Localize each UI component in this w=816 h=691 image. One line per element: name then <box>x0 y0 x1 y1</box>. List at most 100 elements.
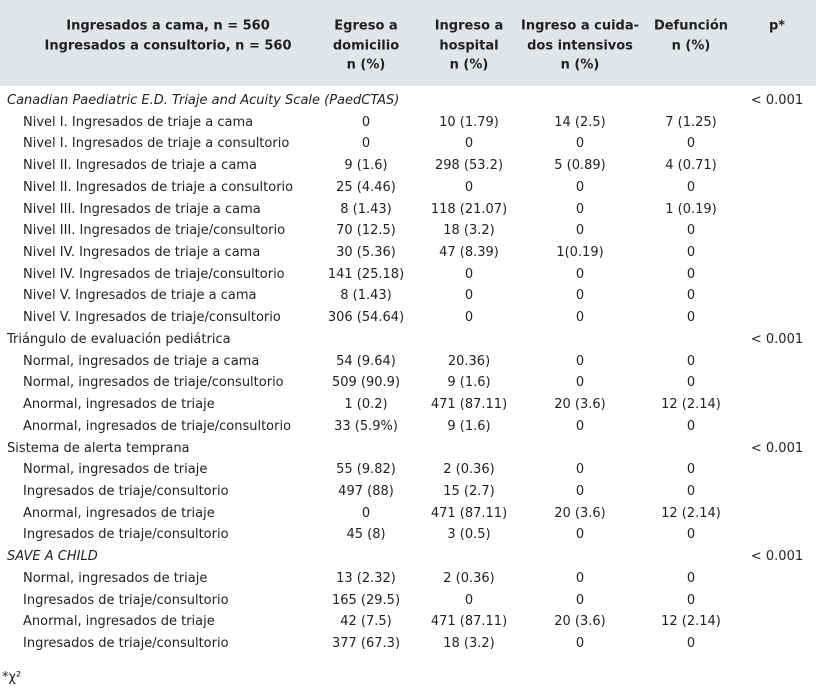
row-label: Ingresados de triaje/consultorio <box>23 483 229 499</box>
cell-value: 0 <box>361 114 371 130</box>
cell-value: 0 <box>575 201 585 217</box>
cell-value: 0 <box>575 288 585 304</box>
cell-value: 306 (54.64) <box>327 310 405 326</box>
cell-value: 0 <box>464 310 474 326</box>
cell-value: 0 <box>686 570 696 586</box>
cell-value: 165 (29.5) <box>331 592 401 608</box>
row-label: Nivel IV. Ingresados de triaje/consultor… <box>23 266 285 282</box>
cell-value: 7 (1.25) <box>665 114 717 130</box>
cell-value: 0 <box>686 636 696 651</box>
cell-value: 377 (67.3) <box>331 636 401 651</box>
cell-value: 0 <box>575 418 585 434</box>
cell-value: 30 (5.36) <box>336 245 396 261</box>
header-text: domicilio <box>332 37 400 53</box>
cell-value: 0 <box>686 483 696 499</box>
cell-value: 471 (87.11) <box>430 505 508 521</box>
cell-value: 55 (9.82) <box>336 462 396 478</box>
cell-value: 54 (9.64) <box>336 353 396 369</box>
cell-value: 10 (1.79) <box>439 114 499 130</box>
cell-value: 0 <box>575 375 585 391</box>
row-label: Anormal, ingresados de triaje <box>23 505 215 521</box>
row-label: Normal, ingresados de triaje a cama <box>23 353 260 369</box>
row-label: Normal, ingresados de triaje <box>23 570 208 586</box>
cell-value: 0 <box>575 483 585 499</box>
row-label: Nivel I. Ingresados de triaje a consulto… <box>23 136 290 152</box>
header-text: n (%) <box>560 57 600 73</box>
row-label: Nivel II. Ingresados de triaje a consult… <box>23 179 294 195</box>
p-value: < 0.001 <box>750 331 804 347</box>
cell-value: 20 (3.6) <box>554 505 606 521</box>
cell-value: 0 <box>686 179 696 195</box>
row-label: Normal, ingresados de triaje <box>23 462 208 478</box>
row-label: Nivel IV. Ingresados de triaje a cama <box>23 245 261 261</box>
cell-value: 0 <box>575 636 585 651</box>
row-label: Nivel V. Ingresados de triaje/consultori… <box>23 310 281 326</box>
p-value: < 0.001 <box>750 93 804 108</box>
row-label: Nivel V. Ingresados de triaje a cama <box>23 288 257 304</box>
cell-value: 0 <box>686 310 696 326</box>
cell-value: 0 <box>361 505 371 521</box>
cell-value: 471 (87.11) <box>430 614 508 630</box>
cell-value: 15 (2.7) <box>443 483 495 499</box>
cell-value: 12 (2.14) <box>661 397 721 413</box>
cell-value: 118 (21.07) <box>430 201 508 217</box>
cell-value: 0 <box>464 288 474 304</box>
row-label: Ingresados de triaje/consultorio <box>23 636 229 651</box>
cell-value: 2 (0.36) <box>443 570 495 586</box>
cell-value: 0 <box>575 570 585 586</box>
row-label: Ingresados de triaje/consultorio <box>23 592 229 608</box>
row-label: Normal, ingresados de triaje/consultorio <box>23 375 284 391</box>
cell-value: 0 <box>686 527 696 543</box>
header-text: n (%) <box>671 37 711 53</box>
cell-value: 0 <box>686 592 696 608</box>
row-label: Nivel I. Ingresados de triaje a cama <box>23 114 254 130</box>
cell-value: 0 <box>686 462 696 478</box>
group-label: Canadian Paediatric E.D. Triaje and Acui… <box>7 93 400 108</box>
header-text: Ingresados a cama, n = 560 <box>66 18 270 34</box>
header-text: Defunción <box>653 18 729 34</box>
footnote: *χ² <box>2 670 22 685</box>
cell-value: 70 (12.5) <box>336 223 396 239</box>
cell-value: 20 (3.6) <box>554 397 606 413</box>
cell-value: 0 <box>686 353 696 369</box>
cell-value: 1 (0.2) <box>344 397 388 413</box>
row-label: Anormal, ingresados de triaje/consultori… <box>23 418 292 434</box>
group-label: Triángulo de evaluación pediátrica <box>7 331 231 347</box>
cell-value: 9 (1.6) <box>447 375 491 391</box>
cell-value: 8 (1.43) <box>340 201 392 217</box>
cell-value: 0 <box>361 136 371 152</box>
cell-value: 45 (8) <box>346 527 386 543</box>
row-label: Nivel III. Ingresados de triaje/consulto… <box>23 223 286 239</box>
cell-value: 0 <box>575 310 585 326</box>
header-text: n (%) <box>346 57 386 73</box>
cell-value: 4 (0.71) <box>665 158 717 174</box>
header-text: Ingreso a <box>434 18 504 34</box>
row-label: Ingresados de triaje/consultorio <box>23 527 229 543</box>
cell-value: 0 <box>686 266 696 282</box>
cell-value: 0 <box>575 592 585 608</box>
cell-value: 0 <box>686 418 696 434</box>
group-label: Sistema de alerta temprana <box>7 440 190 456</box>
header-text: Ingreso a cuida- <box>520 18 640 34</box>
row-label: Nivel II. Ingresados de triaje a cama <box>23 158 257 174</box>
row-label: Anormal, ingresados de triaje <box>23 614 215 630</box>
cell-value: 13 (2.32) <box>336 570 396 586</box>
cell-value: 0 <box>464 592 474 608</box>
cell-value: 0 <box>464 136 474 152</box>
cell-value: 298 (53.2) <box>434 158 504 174</box>
cell-value: 0 <box>464 179 474 195</box>
cell-value: 33 (5.9%) <box>334 418 398 434</box>
header-text: p* <box>768 18 786 34</box>
cell-value: 0 <box>464 266 474 282</box>
cell-value: 20 (3.6) <box>554 614 606 630</box>
cell-value: 0 <box>575 353 585 369</box>
cell-value: 47 (8.39) <box>439 245 499 261</box>
cell-value: 0 <box>686 136 696 152</box>
cell-value: 9 (1.6) <box>447 418 491 434</box>
cell-value: 1 (0.19) <box>665 201 717 217</box>
header-text: Egreso a <box>334 18 398 34</box>
cell-value: 1(0.19) <box>556 245 604 261</box>
cell-value: 0 <box>575 136 585 152</box>
cell-value: 141 (25.18) <box>327 266 405 282</box>
